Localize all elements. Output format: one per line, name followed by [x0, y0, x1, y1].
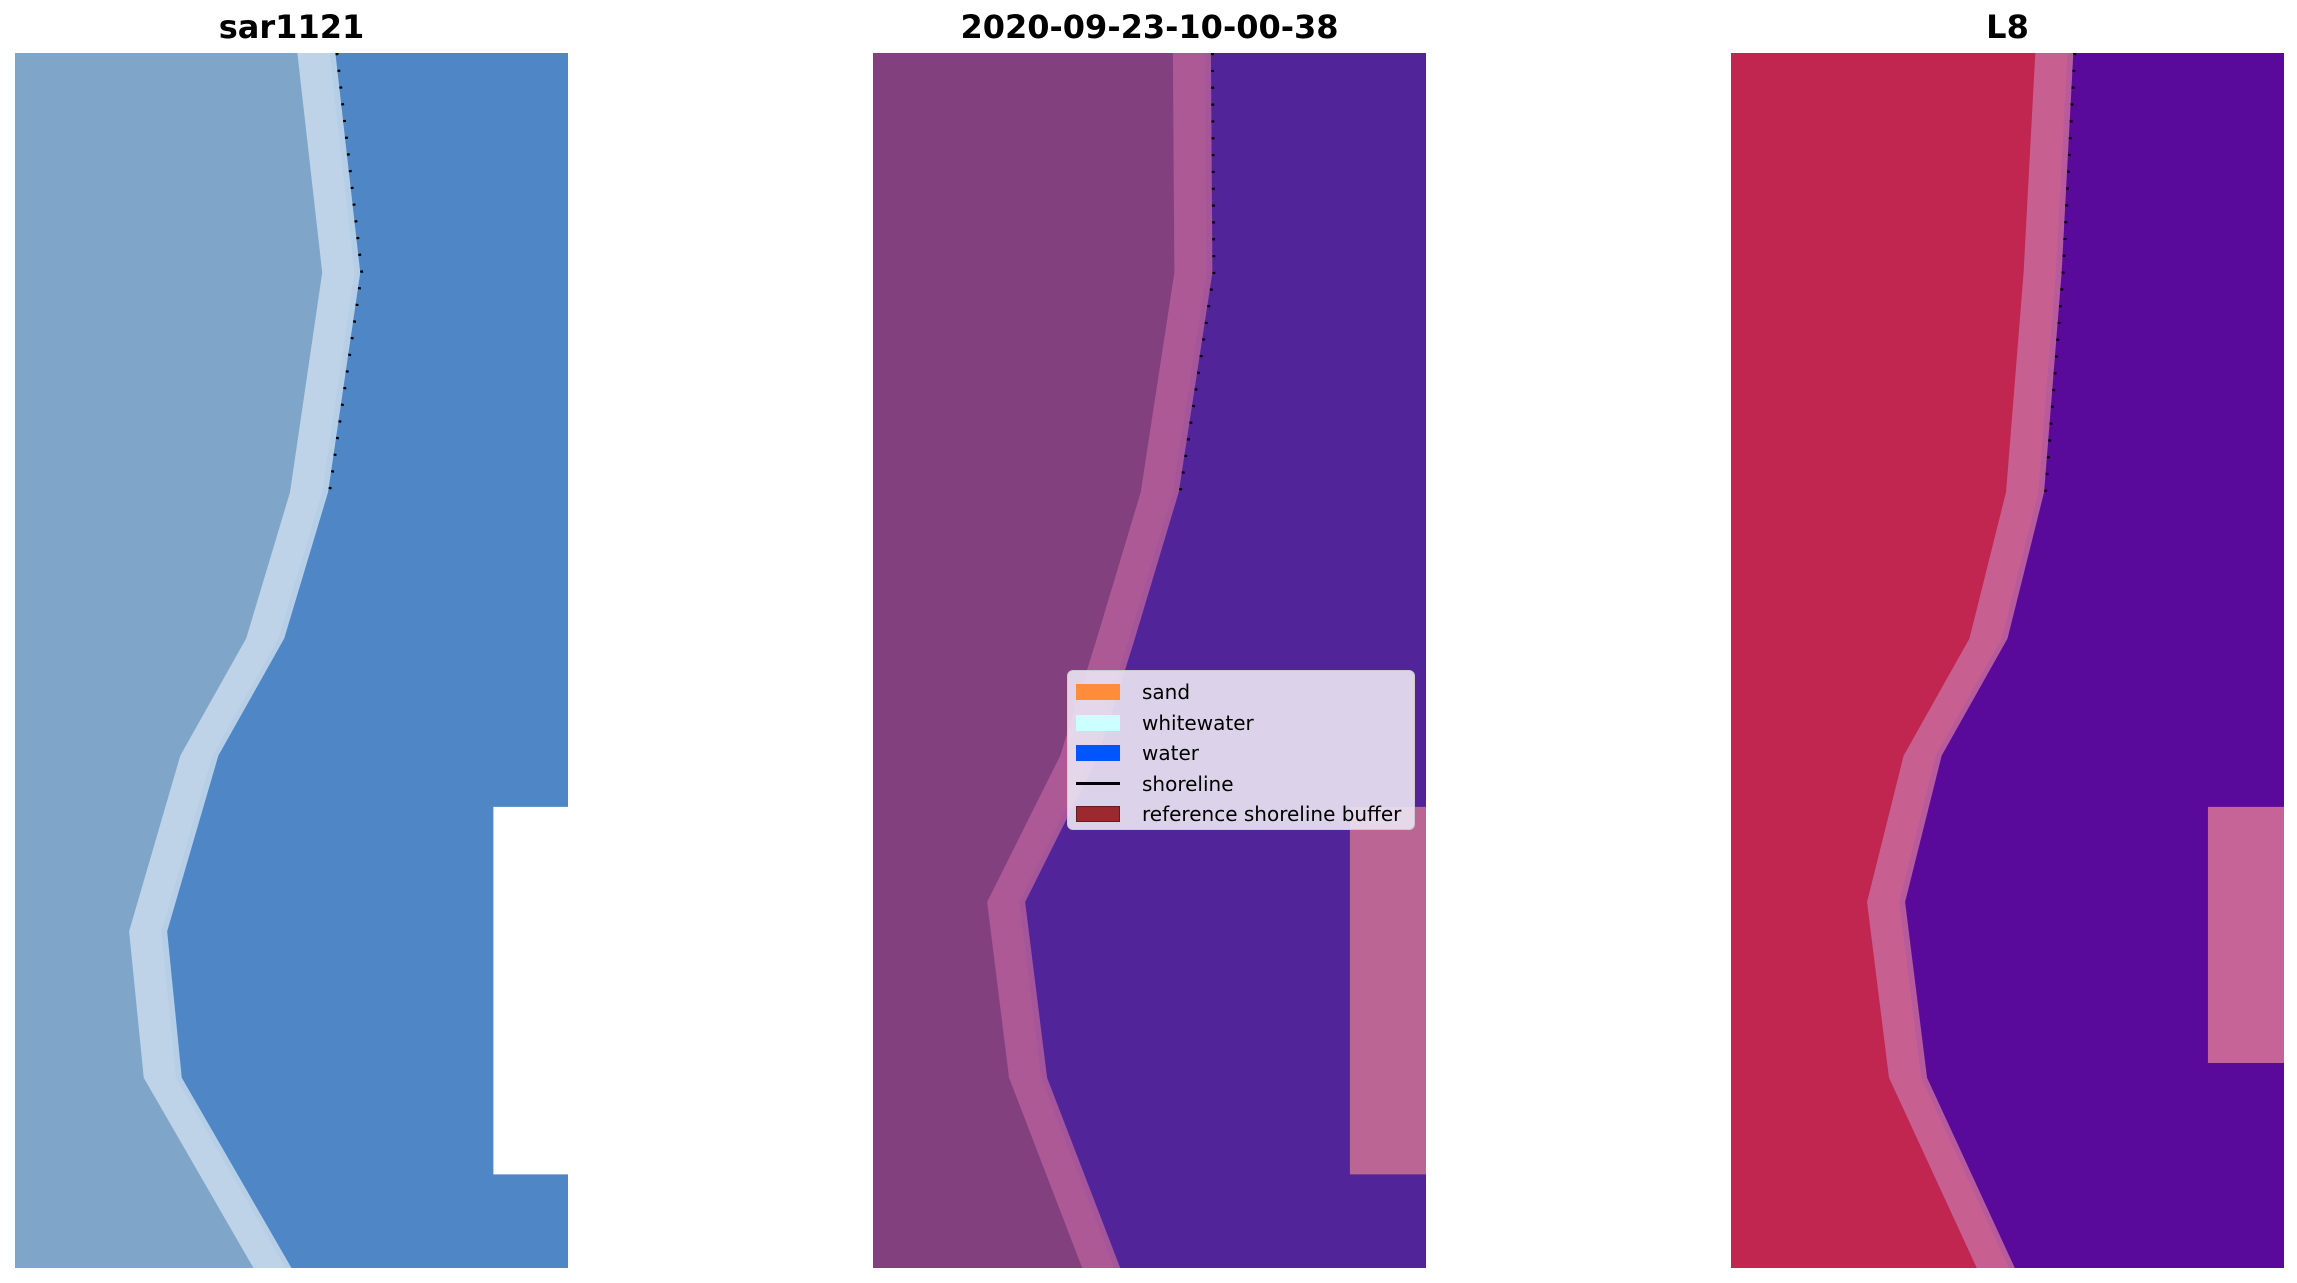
sar-image-panel — [15, 53, 568, 1268]
classified-image-panel — [873, 53, 1426, 1268]
shoreline-band — [1867, 53, 2074, 1268]
panel-title-sar: sar1121 — [218, 8, 365, 46]
panel-title-l8: L8 — [1986, 8, 2029, 46]
legend-item-whitewater: whitewater — [1076, 708, 1414, 739]
water-swatch — [1076, 745, 1120, 762]
legend-item-shoreline: shoreline — [1076, 769, 1414, 800]
detected-shoreline — [328, 53, 364, 493]
detected-shoreline — [1178, 53, 1216, 493]
shoreline-band — [987, 53, 1213, 1268]
sand-swatch — [1076, 684, 1120, 701]
legend-item-buffer: reference shoreline buffer — [1076, 799, 1414, 830]
land-area — [1731, 53, 2068, 1268]
buffer-area — [493, 806, 568, 1175]
legend-item-sand: sand — [1076, 677, 1414, 708]
buffer-area — [2207, 806, 2284, 1064]
panel-title-date: 2020-09-23-10-00-38 — [960, 8, 1339, 46]
legend: sand whitewater water shoreline referenc… — [1067, 670, 1415, 830]
land-area — [873, 53, 1207, 1268]
shoreline-band — [129, 53, 361, 1268]
legend-item-water: water — [1076, 738, 1414, 769]
detected-shoreline — [2044, 53, 2077, 493]
shoreline-line-swatch — [1076, 782, 1120, 786]
buffer-swatch — [1076, 806, 1120, 823]
l8-image-panel — [1731, 53, 2284, 1268]
buffer-area — [1349, 806, 1426, 1175]
land-area — [15, 53, 355, 1268]
whitewater-swatch — [1076, 714, 1120, 731]
